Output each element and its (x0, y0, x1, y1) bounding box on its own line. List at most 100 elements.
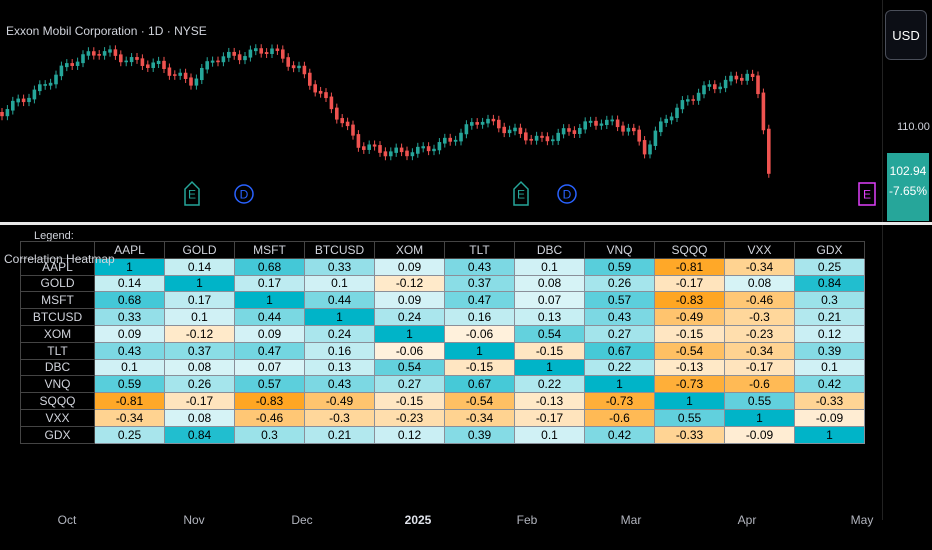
correlation-cell: 0.27 (374, 375, 445, 394)
correlation-cell: 0.12 (794, 324, 865, 343)
correlation-cell: 0.1 (514, 425, 585, 444)
earnings-icon[interactable]: E (858, 182, 876, 206)
correlation-cell: -0.6 (724, 375, 795, 394)
correlation-cell: 0.57 (584, 291, 655, 310)
correlation-cell: 0.84 (164, 425, 235, 444)
time-tick-label: Apr (737, 513, 757, 527)
correlation-cell: 0.39 (444, 425, 515, 444)
last-price-value: 102.94 (889, 164, 927, 178)
correlation-cell: -0.17 (164, 392, 235, 410)
event-marker-label: D (563, 188, 572, 202)
candle-body (178, 72, 182, 76)
candle-body (686, 99, 690, 102)
correlation-cell: 0.09 (94, 324, 165, 343)
candle-body (615, 119, 620, 128)
candle-body (173, 74, 177, 76)
correlation-cell: 0.22 (584, 358, 655, 377)
correlation-cell: 0.55 (724, 392, 795, 410)
correlation-cell: 1 (514, 358, 585, 377)
candle-body (264, 52, 269, 54)
correlation-cell: 0.14 (164, 257, 235, 276)
time-tick-label: Dec (291, 513, 313, 527)
table-row: SQQQ -0.81 -0.17 -0.83 -0.49 -0.15 -0.54 -0.13-… (20, 392, 865, 410)
candle-body (707, 84, 712, 87)
chart-title[interactable]: Exxon Mobil Corporation · 1D · NYSE (6, 24, 207, 38)
table-row: BTCUSD 0.33 0.1 0.44 1 0.24 0.16 0.13 0.43 -0.49-… (20, 308, 865, 326)
table-row: VNQ 0.59 0.26 0.57 0.43 0.27 0.67 0.22 1 -0.73 -0.… (20, 375, 865, 394)
candle-body (108, 49, 112, 53)
correlation-cell: 0.57 (234, 375, 305, 394)
candle-body (221, 56, 226, 63)
candle-body (378, 145, 382, 153)
column-header: GDX (794, 241, 865, 259)
correlation-heatmap-pane[interactable]: Legend: AAPL GOLD MSFT BTCUSD XOM TLT DBC VNQ SQ… (0, 225, 882, 475)
currency-button[interactable]: USD (885, 10, 927, 60)
candle-body (286, 57, 290, 67)
candle-body (534, 135, 539, 141)
candle-body (335, 107, 339, 120)
correlation-cell: 0.22 (514, 375, 585, 394)
candle-body (102, 51, 107, 56)
correlation-cell: 0.37 (444, 274, 515, 293)
candle-body (227, 51, 231, 58)
candle-body (140, 58, 145, 66)
candle-body (362, 146, 366, 150)
candle-body (513, 127, 517, 132)
correlation-cell: 0.09 (234, 324, 305, 343)
candle-body (740, 77, 744, 81)
correlation-cell: 0.16 (444, 308, 515, 326)
last-price-badge: 102.94 -7.65% (887, 153, 929, 221)
candle-body (43, 84, 47, 86)
candle-body (48, 82, 53, 86)
correlation-cell: 1 (234, 291, 305, 310)
candle-body (626, 127, 631, 132)
candle-body (659, 121, 663, 133)
price-axis-separator (882, 0, 883, 520)
candle-body (756, 75, 760, 95)
correlation-cell: -0.54 (444, 392, 515, 410)
row-header: GDX (20, 425, 95, 444)
column-header: XOM (374, 241, 445, 259)
correlation-cell: -0.23 (724, 324, 795, 343)
correlation-cell: 0.17 (164, 291, 235, 310)
time-axis[interactable]: Oct Nov Dec 2025 Feb Mar Apr May (0, 505, 882, 545)
earnings-icon[interactable]: E (184, 180, 200, 206)
row-header: GOLD (20, 274, 95, 293)
correlation-cell: 0.07 (234, 358, 305, 377)
candle-body (394, 147, 398, 153)
correlation-cell: -0.83 (234, 392, 305, 410)
pane-divider[interactable] (0, 222, 932, 225)
table-row: TLT 0.43 0.37 0.47 0.16 -0.06 1 -0.15 0.67 -0.54-… (20, 341, 865, 360)
price-chart-pane[interactable]: E D E D E Exxon Mobil Corporation · 1D · NYS… (0, 0, 882, 220)
correlation-cell: 1 (444, 341, 515, 360)
correlation-cell: -0.13 (654, 358, 725, 377)
candle-body (524, 132, 528, 141)
candle-body (32, 89, 37, 100)
candle-body (464, 124, 469, 135)
time-tick-label: Oct (57, 513, 77, 527)
correlation-cell: 0.47 (444, 291, 515, 310)
candle-body (653, 130, 658, 146)
candle-body (578, 127, 582, 134)
row-header: VXX (20, 408, 95, 427)
column-header: VNQ (584, 241, 655, 259)
correlation-cell: -0.15 (444, 358, 515, 377)
event-marker-label: D (240, 188, 249, 202)
candle-body (632, 127, 636, 132)
correlation-cell: 0.1 (794, 358, 865, 377)
candle-body (648, 144, 652, 155)
row-header: TLT (20, 341, 95, 360)
dividend-icon[interactable]: D (234, 184, 254, 204)
candle-body (383, 151, 388, 157)
column-header: SQQQ (654, 241, 725, 259)
correlation-cell: 0.1 (94, 358, 165, 377)
correlation-cell: 0.1 (514, 257, 585, 276)
candle-body (497, 119, 501, 129)
column-header: VXX (724, 241, 795, 259)
dividend-icon[interactable]: D (557, 184, 577, 204)
earnings-icon[interactable]: E (513, 180, 529, 206)
price-tick-label: 110.00 (897, 121, 930, 133)
correlation-cell: 0.24 (374, 308, 445, 326)
correlation-cell: 1 (94, 257, 165, 276)
correlation-cell: -0.49 (304, 392, 375, 410)
